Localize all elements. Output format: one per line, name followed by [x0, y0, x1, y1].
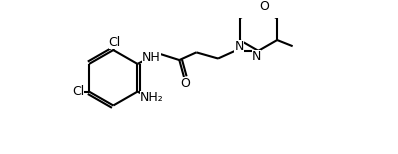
Text: N: N	[234, 41, 244, 53]
Text: O: O	[180, 77, 190, 90]
Text: NH₂: NH₂	[140, 91, 163, 104]
Text: Cl: Cl	[72, 85, 84, 98]
Text: N: N	[252, 51, 261, 63]
Text: O: O	[259, 0, 269, 13]
Text: Cl: Cl	[109, 36, 121, 49]
Text: NH: NH	[142, 51, 161, 64]
